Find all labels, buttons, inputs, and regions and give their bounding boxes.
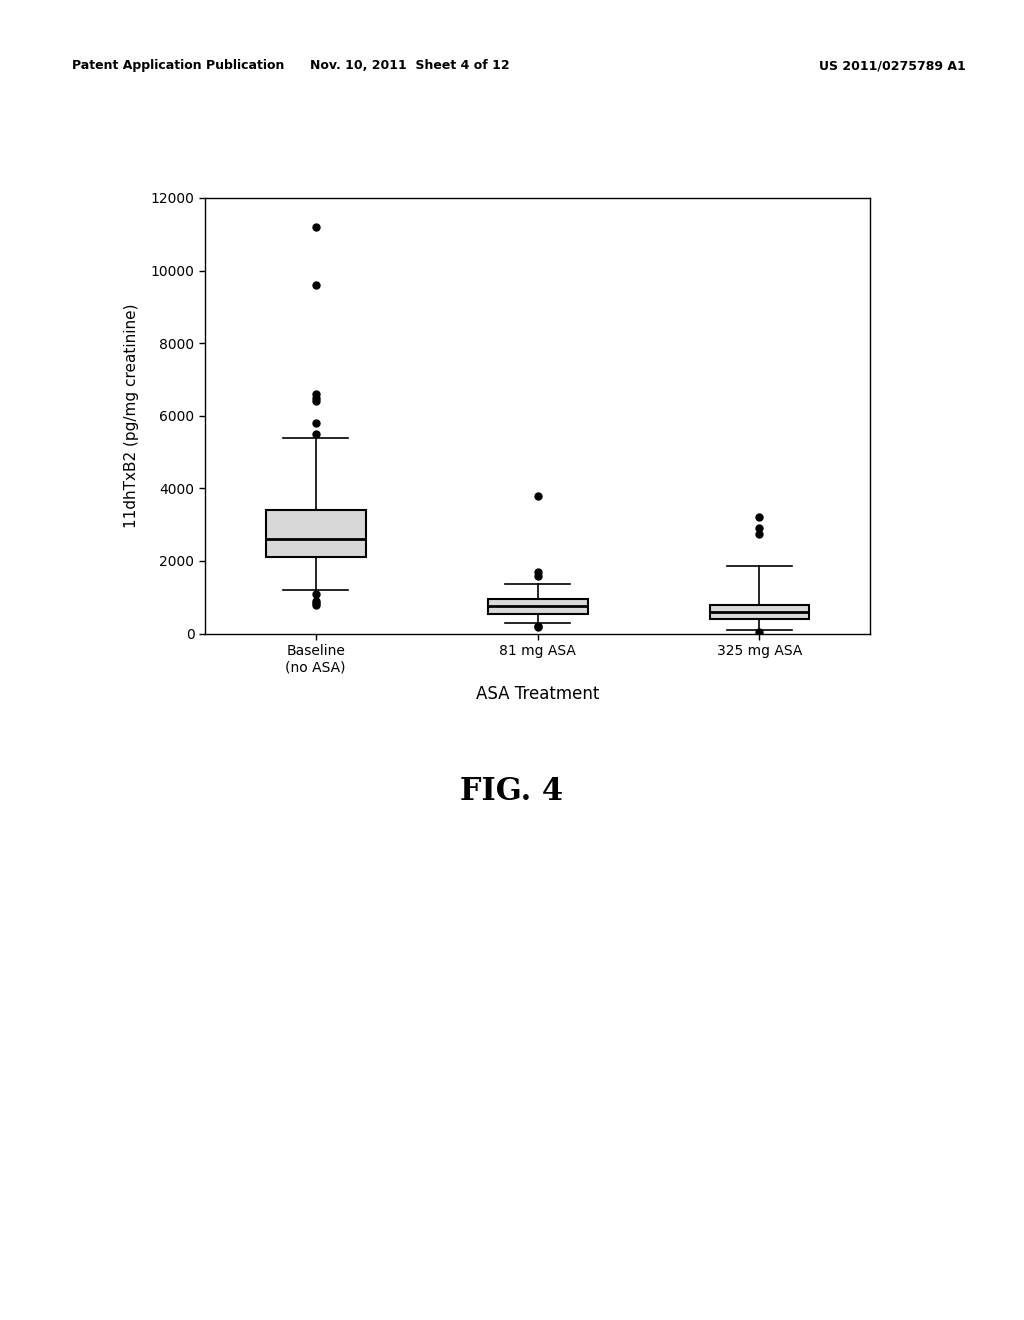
Y-axis label: 11dhTxB2 (pg/mg creatinine): 11dhTxB2 (pg/mg creatinine)	[124, 304, 139, 528]
X-axis label: ASA Treatment: ASA Treatment	[476, 685, 599, 704]
Text: Nov. 10, 2011  Sheet 4 of 12: Nov. 10, 2011 Sheet 4 of 12	[310, 59, 509, 73]
Text: FIG. 4: FIG. 4	[461, 776, 563, 808]
FancyBboxPatch shape	[266, 510, 366, 557]
Text: Patent Application Publication: Patent Application Publication	[72, 59, 284, 73]
FancyBboxPatch shape	[487, 599, 588, 614]
Text: US 2011/0275789 A1: US 2011/0275789 A1	[819, 59, 966, 73]
FancyBboxPatch shape	[710, 605, 809, 619]
